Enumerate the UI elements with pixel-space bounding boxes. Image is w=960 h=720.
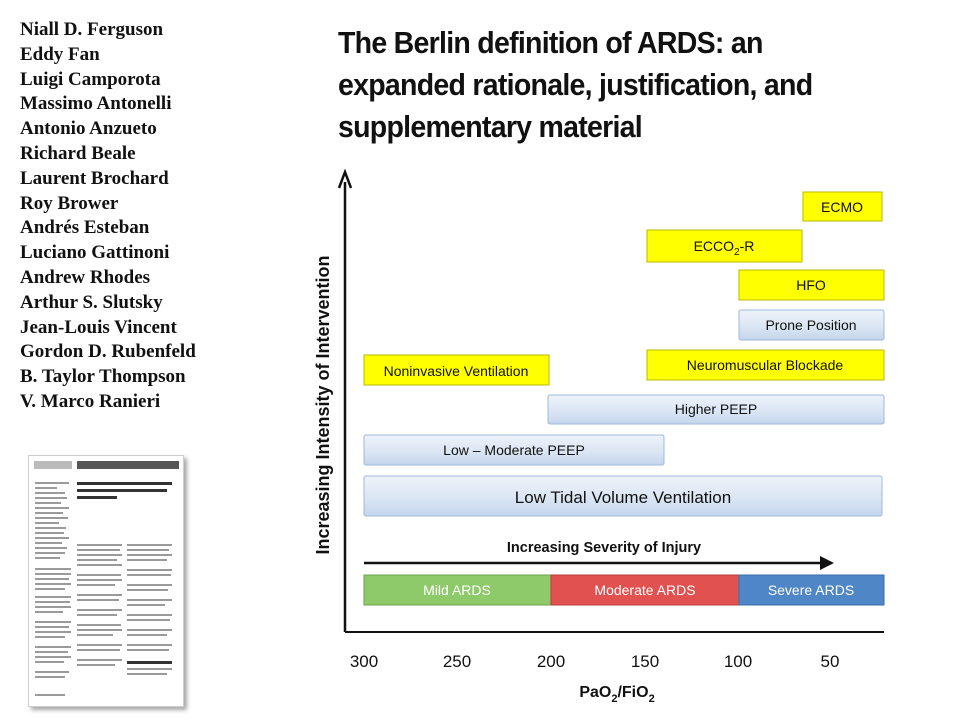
low-moderate-peep-label: Low – Moderate PEEP — [443, 442, 585, 458]
paper-title: The Berlin definition of ARDS: an expand… — [338, 25, 813, 144]
severity-arrowhead — [820, 556, 834, 570]
author-name: Antonio Anzueto — [20, 118, 157, 140]
severe-ards-bar — [738, 574, 885, 606]
mild-ards-label: Mild ARDS — [423, 582, 491, 598]
higher-peep-box — [547, 394, 885, 425]
prone-position-label: Prone Position — [765, 317, 856, 333]
author-name: Arthur S. Slutsky — [20, 291, 163, 313]
severe-ards-label: Severe ARDS — [768, 582, 854, 598]
author-name: Gordon D. Rubenfeld — [20, 341, 196, 363]
paper-thumbnail — [28, 455, 184, 707]
x-tick-label: 100 — [724, 652, 752, 671]
neuromuscular-blockade-box — [646, 349, 885, 381]
author-name: Massimo Antonelli — [20, 93, 172, 115]
x-tick-label: 250 — [443, 652, 471, 671]
x-tick-label: 50 — [821, 652, 840, 671]
author-name: Luciano Gattinoni — [20, 242, 170, 264]
author-name: Richard Beale — [20, 142, 136, 164]
low-tidal-volume-label: Low Tidal Volume Ventilation — [515, 488, 731, 507]
moderate-ards-bar — [550, 574, 740, 606]
x-tick-label: 300 — [350, 652, 378, 671]
y-axis-arrowhead — [337, 168, 353, 189]
author-name: Niall D. Ferguson — [20, 19, 164, 40]
x-axis-label: PaO2/FiO2 — [579, 684, 654, 705]
author-name: Luigi Camporota — [20, 68, 161, 90]
author-list: Niall D. Ferguson Eddy Fan Luigi Camporo… — [20, 18, 196, 415]
author-name: Andrew Rhodes — [20, 266, 151, 288]
ecmo-box — [802, 191, 883, 222]
low-moderate-peep-box — [363, 434, 665, 466]
hfo-label: HFO — [796, 277, 826, 293]
low-tidal-volume-box — [363, 475, 883, 517]
neuromuscular-blockade-label: Neuromuscular Blockade — [687, 357, 844, 373]
higher-peep-label: Higher PEEP — [675, 401, 757, 417]
x-tick-label: 200 — [537, 652, 565, 671]
author-name: Roy Brower — [20, 192, 119, 214]
hfo-box — [738, 269, 885, 301]
noninvasive-ventilation-box — [363, 354, 550, 386]
author-name: Laurent Brochard — [20, 167, 169, 189]
ecco2r-box — [646, 229, 803, 263]
severity-arrow-label: Increasing Severity of Injury — [507, 540, 701, 556]
author-name: Eddy Fan — [20, 43, 100, 65]
mild-ards-bar — [363, 574, 552, 606]
author-name: Jean-Louis Vincent — [20, 316, 177, 338]
noninvasive-ventilation-label: Noninvasive Ventilation — [384, 363, 529, 379]
author-name: B. Taylor Thompson — [20, 366, 186, 388]
moderate-ards-label: Moderate ARDS — [594, 582, 695, 598]
y-axis-label: Increasing Intensity of Intervention — [313, 255, 333, 554]
prone-position-box — [738, 309, 885, 341]
author-name: V. Marco Ranieri — [20, 390, 161, 412]
x-axis-ticks: 300 250 200 150 100 50 — [350, 652, 840, 671]
ecmo-label: ECMO — [821, 199, 863, 215]
author-name: Andrés Esteban — [20, 217, 150, 239]
x-tick-label: 150 — [631, 652, 659, 671]
ecco2r-label: ECCO2-R — [694, 238, 755, 258]
